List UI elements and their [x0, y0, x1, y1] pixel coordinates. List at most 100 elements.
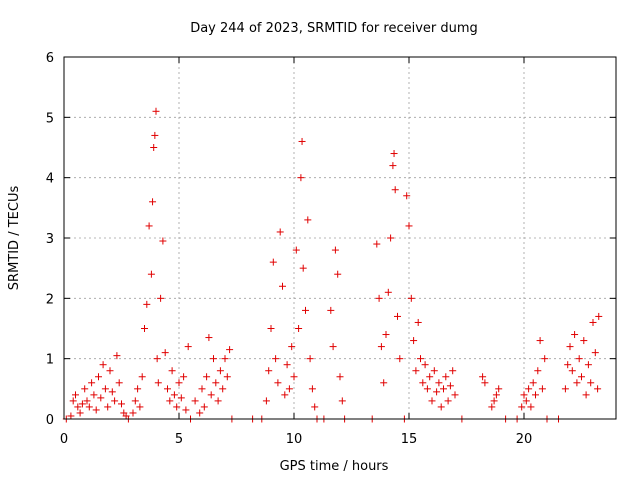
data-point [428, 397, 436, 405]
data-point [421, 361, 429, 369]
data-point [440, 385, 447, 393]
data-point [111, 397, 119, 405]
data-point [83, 397, 91, 405]
data-point [566, 343, 574, 351]
data-point [331, 246, 339, 254]
data-point [561, 385, 569, 393]
data-point [145, 222, 153, 230]
y-tick-label: 6 [46, 51, 54, 66]
data-point [149, 198, 157, 206]
chart-title: Day 244 of 2023, SRMTID for receiver dum… [190, 21, 478, 36]
data-point [131, 397, 139, 405]
data-point [591, 349, 599, 357]
data-point [430, 367, 438, 375]
data-point [375, 294, 383, 302]
data-point [479, 373, 487, 381]
data-point [265, 367, 273, 375]
data-point [522, 397, 530, 405]
data-point [390, 150, 398, 158]
data-point [389, 162, 397, 170]
data-point [423, 385, 431, 393]
data-point [311, 403, 319, 411]
data-point [136, 403, 144, 411]
data-point [387, 234, 395, 242]
data-point [587, 379, 595, 387]
y-tick-label: 4 [46, 172, 54, 187]
data-point [164, 385, 171, 393]
data-point [76, 409, 84, 417]
data-point [88, 379, 96, 387]
data-point [272, 355, 280, 363]
data-point [584, 361, 592, 369]
data-point [69, 397, 77, 405]
data-point [564, 361, 572, 369]
x-tick-label: 0 [60, 432, 68, 447]
data-point [391, 186, 399, 194]
data-point [285, 385, 293, 393]
data-point [281, 391, 289, 399]
data-point [274, 379, 282, 387]
data-point [191, 397, 199, 405]
data-point [95, 373, 102, 381]
data-point [373, 240, 381, 248]
data-point [129, 409, 137, 417]
data-point [575, 355, 583, 363]
data-point [488, 403, 496, 411]
data-point [269, 258, 277, 266]
data-point [327, 306, 335, 314]
data-point [219, 385, 227, 393]
data-point [299, 264, 307, 272]
data-point [536, 337, 544, 345]
data-point [177, 394, 185, 402]
data-point [571, 331, 579, 339]
data-point [223, 373, 231, 381]
data-point [446, 382, 454, 390]
data-point [490, 397, 498, 405]
data-point [200, 403, 208, 411]
data-point [495, 385, 503, 393]
data-point [338, 397, 346, 405]
data-point [541, 355, 549, 363]
data-point [92, 406, 100, 414]
data-point [184, 343, 192, 351]
data-point [396, 355, 404, 363]
data-point [520, 391, 528, 399]
data-point [481, 379, 489, 387]
data-point [589, 318, 597, 326]
data-point [529, 379, 537, 387]
y-axis-label: SRMTID / TECUs [7, 186, 22, 291]
data-point [426, 373, 434, 381]
data-point [97, 394, 105, 402]
data-point [304, 216, 312, 224]
data-point [101, 385, 109, 393]
data-point [451, 391, 459, 399]
data-point [288, 343, 296, 351]
data-point [334, 270, 342, 278]
data-point [134, 385, 142, 393]
y-tick-label: 0 [46, 413, 54, 428]
data-point [568, 367, 576, 375]
data-point [276, 228, 284, 236]
data-point [147, 270, 155, 278]
data-point [138, 373, 146, 381]
grid [64, 57, 616, 419]
x-axis-label: GPS time / hours [280, 459, 389, 474]
data-point [384, 288, 392, 296]
data-point [203, 373, 211, 381]
data-point [210, 355, 217, 363]
y-tick-label: 3 [46, 232, 54, 247]
data-point [532, 391, 539, 399]
data-point [212, 379, 220, 387]
data-point [170, 391, 178, 399]
data-point [106, 367, 114, 375]
data-point [166, 397, 174, 405]
data-point [407, 294, 415, 302]
data-point [538, 385, 546, 393]
data-point [157, 294, 165, 302]
data-point [414, 318, 422, 326]
data-point [141, 325, 148, 332]
data-point [153, 355, 161, 363]
data-point [226, 346, 234, 354]
x-tick-label: 20 [516, 432, 533, 447]
